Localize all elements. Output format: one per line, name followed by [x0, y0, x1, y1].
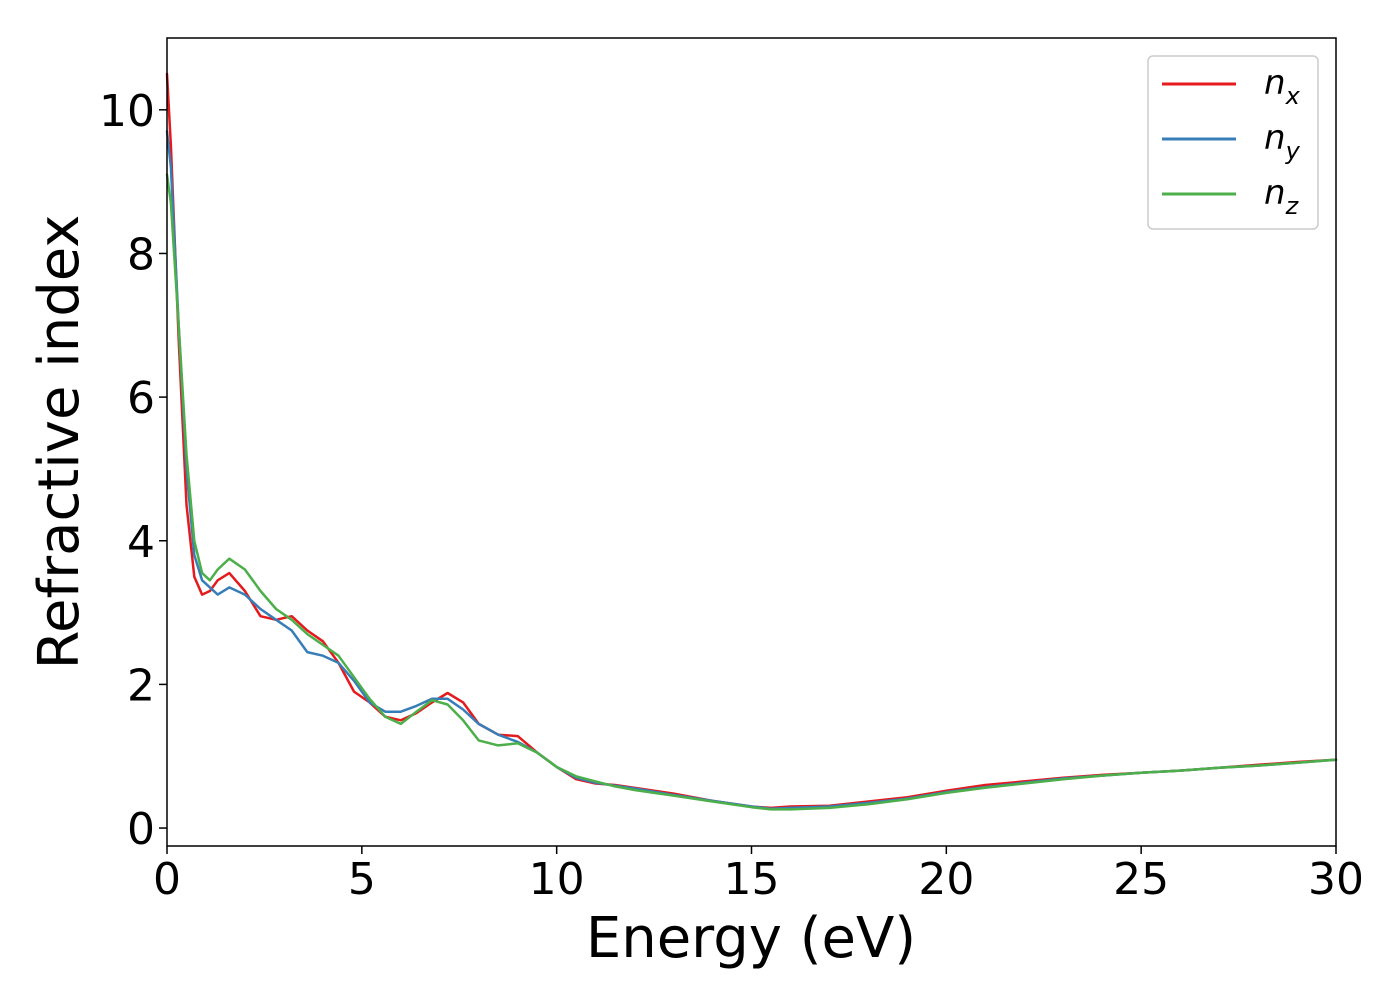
series-line-n-z: [165, 173, 1338, 811]
x-tick-label: 15: [724, 854, 780, 905]
x-tick-label: 0: [153, 854, 181, 905]
legend-label-n-y: ny: [1264, 118, 1301, 165]
y-axis-label: Refractive index: [27, 215, 92, 670]
legend-label-n-z: nz: [1264, 173, 1300, 220]
x-tick-label: 30: [1308, 854, 1364, 905]
x-tick-label: 5: [348, 854, 376, 905]
legend: nx ny nz: [1147, 55, 1319, 230]
x-tick-label: 20: [918, 854, 974, 905]
y-tick-label: 4: [127, 517, 155, 568]
legend-label-n-x: nx: [1264, 63, 1301, 110]
y-tick-label: 2: [127, 660, 155, 711]
y-tick-label: 0: [127, 804, 155, 855]
series-lines: [165, 72, 1338, 811]
x-axis-label: Energy (eV): [586, 906, 916, 971]
y-tick-label: 6: [127, 373, 155, 424]
y-axis: 0 2 4 6 8 10: [99, 86, 167, 855]
series-line-n-x: [165, 72, 1338, 810]
x-axis: 0 5 10 15 20 25 30: [153, 846, 1364, 905]
y-tick-label: 8: [127, 229, 155, 280]
x-tick-label: 25: [1113, 854, 1169, 905]
x-tick-label: 10: [529, 854, 585, 905]
y-tick-label: 10: [99, 86, 155, 137]
legend-box: [1147, 55, 1319, 230]
